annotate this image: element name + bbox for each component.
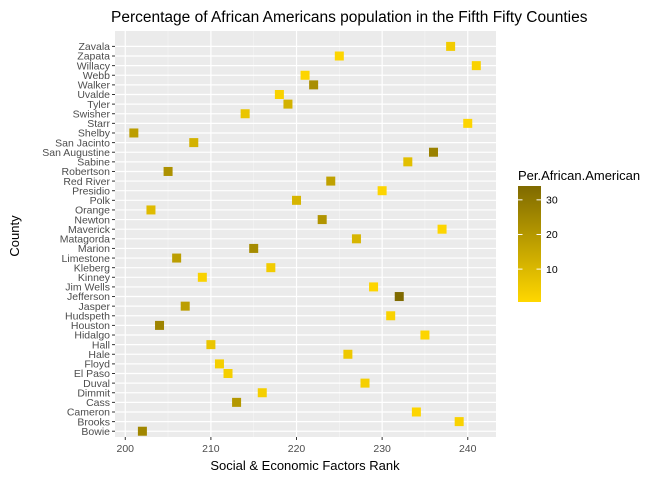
data-point — [138, 427, 147, 436]
data-point — [266, 263, 275, 272]
data-point — [429, 148, 438, 157]
x-tick-label: 200 — [117, 443, 135, 455]
data-point — [455, 417, 464, 426]
data-point — [206, 340, 215, 349]
data-point — [215, 359, 224, 368]
data-point — [172, 254, 181, 263]
data-point — [249, 244, 258, 253]
data-point — [301, 71, 310, 80]
data-point — [412, 407, 421, 416]
y-axis-title: County — [7, 215, 22, 257]
data-point — [129, 128, 138, 137]
legend-tick-label: 10 — [546, 264, 558, 276]
x-axis-title: Social & Economic Factors Rank — [210, 458, 400, 473]
data-point — [403, 157, 412, 166]
data-point — [395, 292, 404, 301]
y-tick-label: Zavala — [78, 41, 110, 53]
data-point — [369, 282, 378, 291]
legend-title: Per.African.American — [518, 168, 640, 183]
x-tick-label: 240 — [459, 443, 477, 455]
data-point — [472, 61, 481, 70]
data-point — [352, 234, 361, 243]
data-point — [420, 331, 429, 340]
data-point — [275, 90, 284, 99]
data-point — [343, 350, 352, 359]
data-point — [164, 167, 173, 176]
legend: Per.African.American 10 20 30 — [518, 168, 640, 302]
data-point — [292, 196, 301, 205]
data-point — [155, 321, 164, 330]
data-point — [438, 225, 447, 234]
legend-tick-label: 30 — [546, 195, 558, 207]
data-point — [378, 186, 387, 195]
x-tick-label: 230 — [373, 443, 391, 455]
data-point — [318, 215, 327, 224]
data-point — [386, 311, 395, 320]
data-point — [241, 109, 250, 118]
chart-title: Percentage of African Americans populati… — [111, 9, 588, 26]
data-point — [258, 388, 267, 397]
data-point — [335, 52, 344, 61]
data-point — [361, 379, 370, 388]
data-point — [326, 177, 335, 186]
data-point — [232, 398, 241, 407]
x-axis-ticks: 200 210 220 230 240 — [117, 437, 477, 455]
data-point — [446, 42, 455, 51]
data-point — [309, 80, 318, 89]
data-point — [189, 138, 198, 147]
legend-colorbar — [518, 186, 541, 302]
plot-panel — [115, 31, 496, 437]
data-point — [181, 302, 190, 311]
x-tick-label: 220 — [288, 443, 306, 455]
data-point — [224, 369, 233, 378]
data-point — [146, 205, 155, 214]
x-tick-label: 210 — [202, 443, 220, 455]
data-point — [283, 100, 292, 109]
data-point — [198, 273, 207, 282]
data-point — [463, 119, 472, 128]
legend-tick-label: 20 — [546, 229, 558, 241]
